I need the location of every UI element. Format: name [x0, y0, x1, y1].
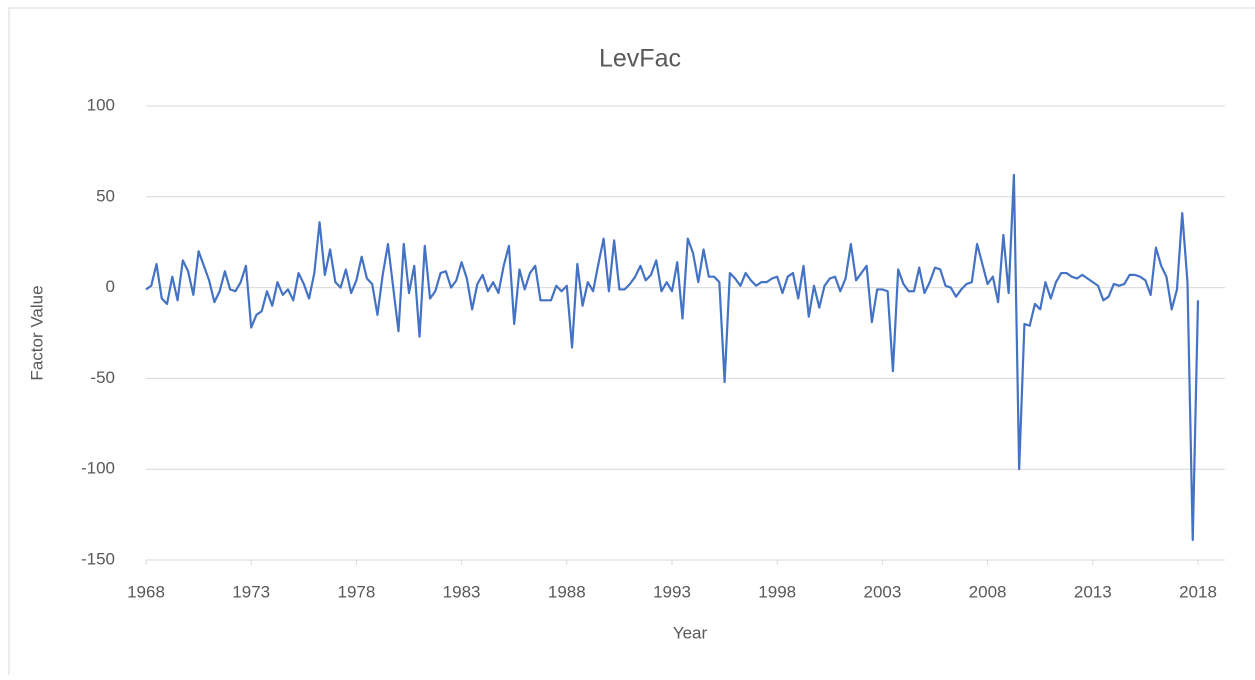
y-tick-label: 50	[96, 186, 115, 205]
x-tick-label: 1968	[127, 582, 165, 601]
x-tick-label: 1998	[758, 582, 796, 601]
x-tick-label: 1993	[653, 582, 691, 601]
x-tick-label: 2008	[969, 582, 1007, 601]
y-tick-label: -150	[81, 549, 115, 568]
x-tick-label: 1973	[232, 582, 270, 601]
x-axis-label: Year	[673, 623, 708, 642]
x-tick-label: 1988	[548, 582, 586, 601]
chart-border	[8, 7, 1255, 680]
chart-title: LevFac	[599, 45, 681, 73]
x-tick-label: 2003	[863, 582, 901, 601]
y-tick-label: 100	[87, 95, 115, 114]
y-tick-label: -100	[81, 459, 115, 478]
x-tick-label: 1978	[337, 582, 375, 601]
y-axis-label: Factor Value	[27, 285, 46, 380]
data-line	[145, 173, 1200, 542]
x-tick-label: 2018	[1179, 582, 1217, 601]
x-tick-label: 2013	[1074, 582, 1112, 601]
y-tick-label: -50	[90, 368, 115, 387]
y-tick-label: 0	[106, 277, 115, 296]
x-tick-label: 1983	[443, 582, 481, 601]
